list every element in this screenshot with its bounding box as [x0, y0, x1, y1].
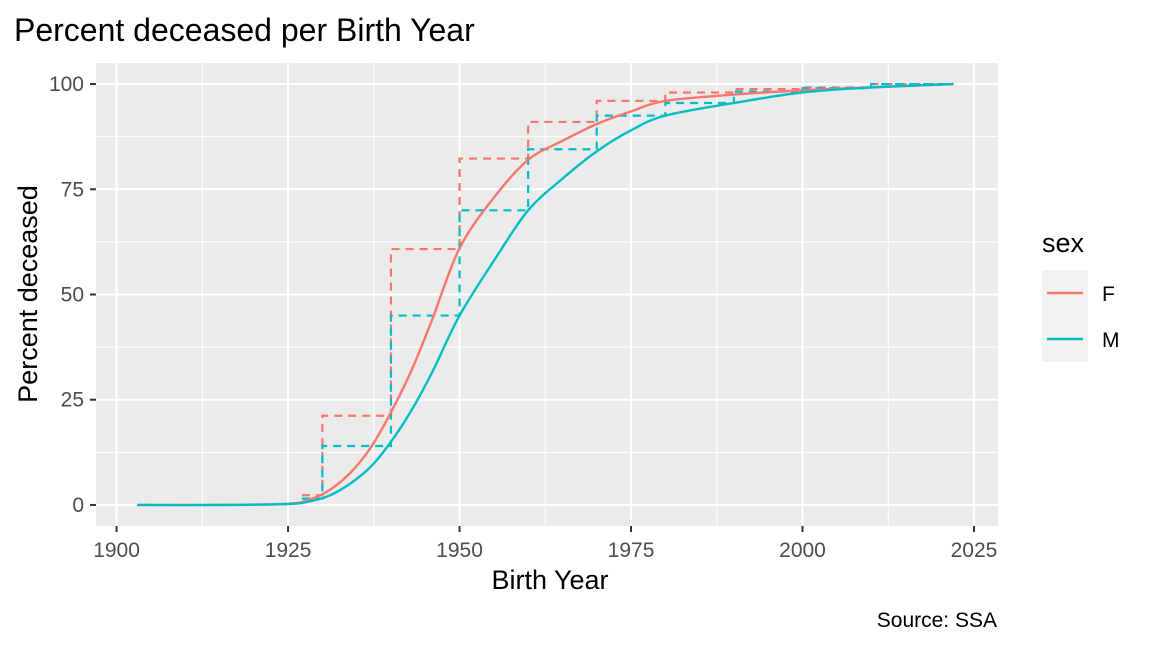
legend-label-m: M — [1102, 329, 1120, 352]
y-tick-label: 50 — [61, 284, 84, 307]
axis-ticks — [90, 83, 975, 532]
series-layer — [137, 82, 954, 507]
caption: Source: SSA — [877, 609, 997, 632]
y-tick-label: 100 — [49, 73, 84, 96]
y-tick-label: 75 — [61, 178, 84, 201]
x-tick-label: 1925 — [265, 539, 312, 562]
x-tick-label: 1950 — [436, 539, 483, 562]
x-tick-label: 1900 — [93, 539, 140, 562]
tick-labels: 1900 1925 1950 1975 2000 2025 0 25 50 75 100 — [49, 73, 997, 562]
series-step-m — [301, 82, 954, 500]
y-tick-label: 25 — [61, 389, 84, 412]
x-axis-title: Birth Year — [491, 565, 608, 595]
y-tick-label: 0 — [72, 494, 84, 517]
x-tick-label: 1975 — [608, 539, 655, 562]
x-tick-label: 2025 — [951, 539, 998, 562]
x-tick-label: 2000 — [779, 539, 826, 562]
legend-title: sex — [1042, 228, 1085, 258]
legend-label-f: F — [1102, 283, 1115, 306]
series-line-f — [137, 82, 954, 507]
y-axis-title: Percent deceased — [13, 185, 43, 403]
legend: sex F M — [1042, 228, 1120, 362]
chart-title: Percent deceased per Birth Year — [14, 12, 475, 48]
series-line-m — [137, 82, 954, 507]
